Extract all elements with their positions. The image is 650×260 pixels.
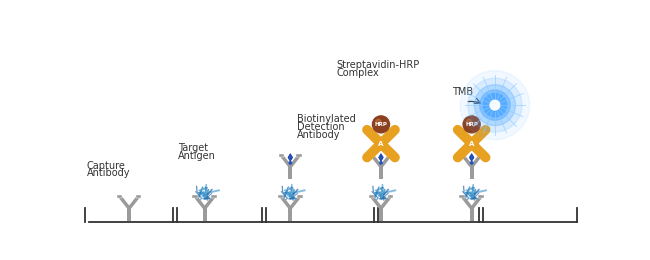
Text: Complex: Complex <box>336 68 379 78</box>
Text: HRP: HRP <box>465 122 478 127</box>
Text: Antigen: Antigen <box>177 151 215 161</box>
Circle shape <box>468 78 522 132</box>
Circle shape <box>380 162 382 164</box>
Text: Antibody: Antibody <box>296 130 340 140</box>
Bar <box>460 154 466 157</box>
Text: Capture: Capture <box>86 161 125 171</box>
Polygon shape <box>288 154 292 161</box>
Bar <box>478 195 484 198</box>
Bar <box>211 195 217 198</box>
Circle shape <box>460 71 530 140</box>
Bar <box>192 195 198 198</box>
Circle shape <box>484 94 506 116</box>
Bar <box>478 154 483 157</box>
Polygon shape <box>379 154 384 161</box>
Text: Target: Target <box>177 143 207 153</box>
Text: Antibody: Antibody <box>86 168 130 178</box>
Circle shape <box>463 116 480 133</box>
Circle shape <box>467 119 472 124</box>
Circle shape <box>376 119 381 124</box>
Text: A: A <box>378 141 383 147</box>
Circle shape <box>490 100 500 110</box>
Text: Detection: Detection <box>296 122 344 132</box>
Bar <box>279 154 285 157</box>
Text: TMB: TMB <box>452 87 473 98</box>
FancyBboxPatch shape <box>465 138 478 150</box>
Bar <box>460 195 465 198</box>
Bar <box>369 195 374 198</box>
Polygon shape <box>469 154 474 161</box>
Circle shape <box>483 93 507 117</box>
Circle shape <box>471 162 473 164</box>
FancyBboxPatch shape <box>375 138 387 150</box>
Bar <box>278 195 283 198</box>
Circle shape <box>372 116 389 133</box>
Bar <box>388 195 393 198</box>
Bar <box>370 154 375 157</box>
Bar <box>297 195 302 198</box>
Text: Streptavidin-HRP: Streptavidin-HRP <box>336 61 419 70</box>
Text: A: A <box>469 141 474 147</box>
Circle shape <box>480 90 510 120</box>
Text: HRP: HRP <box>374 122 387 127</box>
Bar <box>387 154 393 157</box>
Text: Biotinylated: Biotinylated <box>296 114 356 124</box>
Bar <box>136 195 141 198</box>
Bar <box>117 195 122 198</box>
Bar <box>296 154 302 157</box>
Circle shape <box>289 162 291 164</box>
Circle shape <box>474 85 515 126</box>
